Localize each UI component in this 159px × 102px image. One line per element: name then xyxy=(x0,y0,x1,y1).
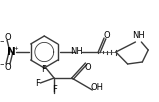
Text: O: O xyxy=(84,63,91,72)
Text: −: − xyxy=(0,62,4,67)
Text: OH: OH xyxy=(91,84,104,93)
Text: O: O xyxy=(5,33,11,43)
Text: O: O xyxy=(104,32,110,40)
Text: NH: NH xyxy=(70,48,83,57)
Text: F: F xyxy=(53,85,58,94)
Text: −: − xyxy=(0,38,4,43)
Text: N: N xyxy=(7,47,15,57)
Text: F: F xyxy=(41,64,46,74)
Text: F: F xyxy=(35,79,40,88)
Text: NH: NH xyxy=(132,30,145,39)
Text: O: O xyxy=(5,63,11,72)
Text: +: + xyxy=(14,45,18,50)
